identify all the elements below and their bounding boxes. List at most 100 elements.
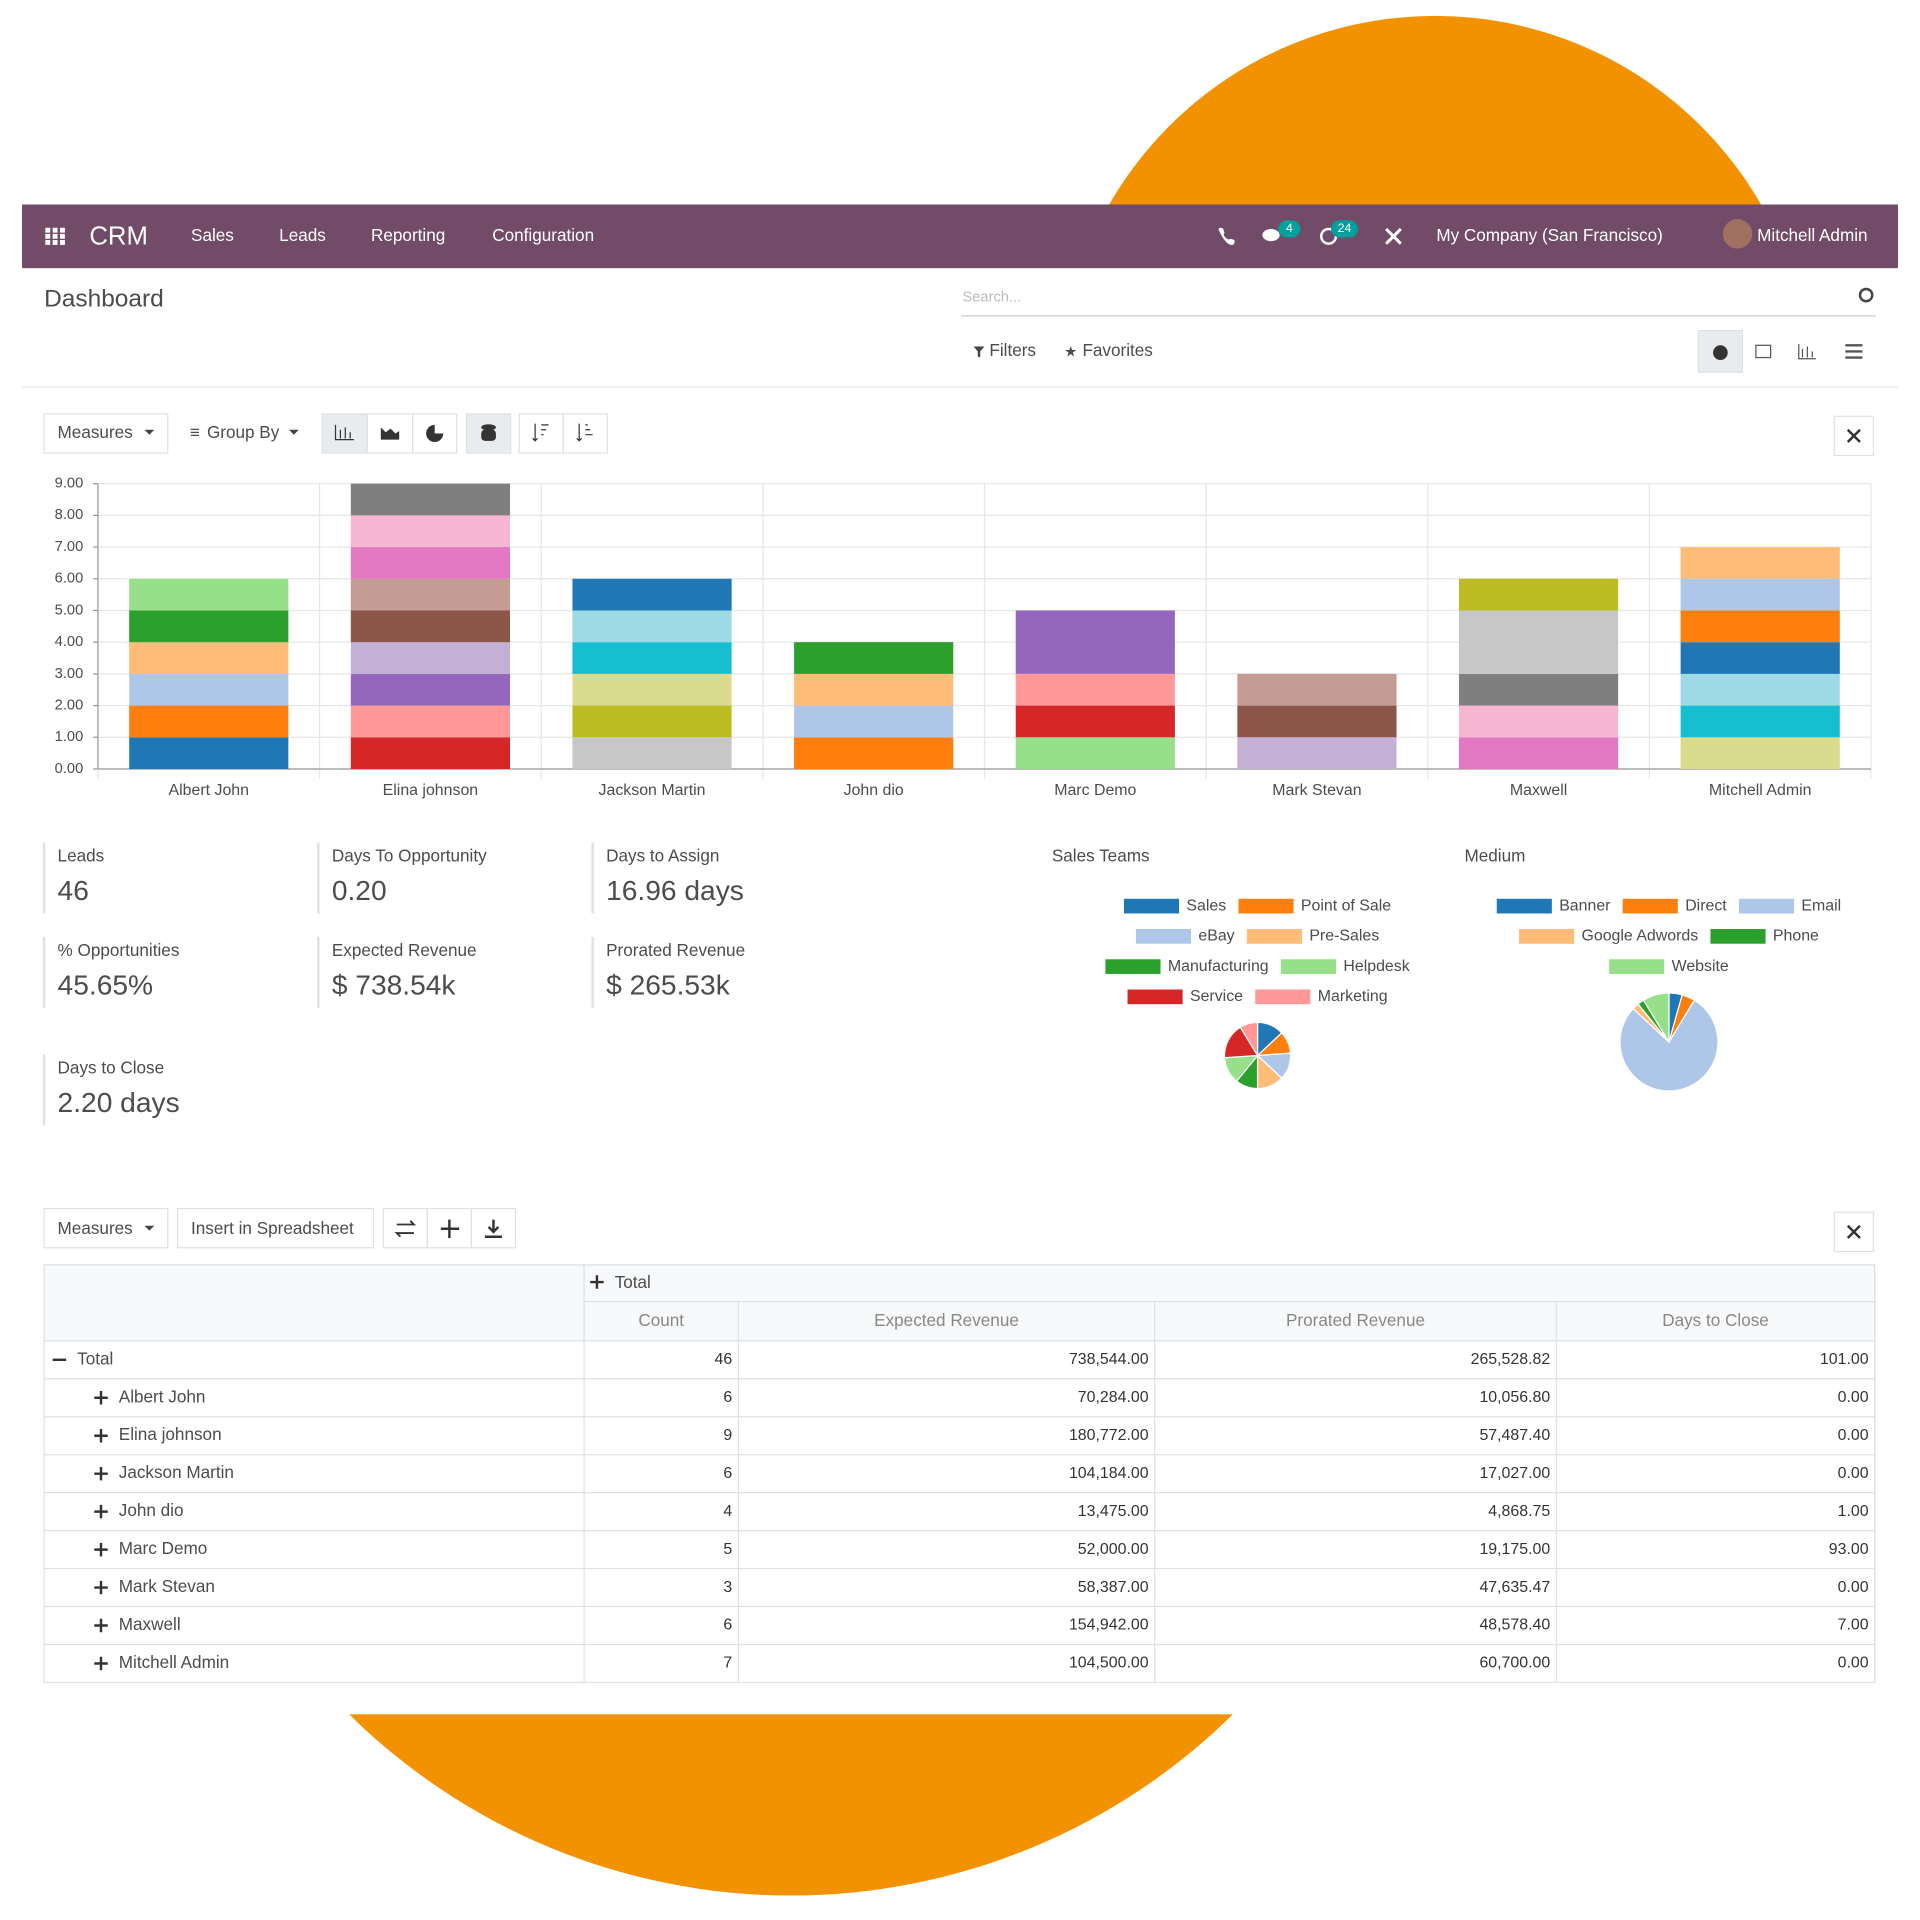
pivot-cell: 13,475.00 xyxy=(1078,1503,1149,1520)
pivot-row-header[interactable]: Mitchell Admin xyxy=(119,1652,229,1672)
bar-mode[interactable] xyxy=(321,413,368,454)
legend-swatch xyxy=(1255,989,1311,1005)
kpi-label: Days To Opportunity xyxy=(332,846,487,866)
menu-item[interactable]: Configuration xyxy=(492,225,594,245)
pivot-row-header[interactable]: Albert John xyxy=(119,1386,206,1406)
pivot-cell: 6 xyxy=(723,1617,732,1634)
group-by-icon: ≡ xyxy=(190,422,200,442)
kpi-label: Expected Revenue xyxy=(332,940,477,960)
app-window xyxy=(22,204,1898,1715)
bar-segment xyxy=(1015,610,1175,674)
bar-segment xyxy=(129,642,289,674)
expand-all-icon xyxy=(440,1219,460,1238)
insert-spreadsheet-label: Insert in Spreadsheet xyxy=(191,1218,354,1238)
x-tick-label: Albert John xyxy=(169,782,249,799)
legend-label: Helpdesk xyxy=(1343,958,1409,975)
legend-label: Banner xyxy=(1559,897,1611,914)
view-pivot[interactable] xyxy=(1755,344,1772,359)
kpi-label: Days to Close xyxy=(58,1058,165,1078)
pivot-column-group[interactable]: Total xyxy=(615,1272,651,1292)
plus-icon xyxy=(590,1275,604,1289)
pivot-row-header[interactable]: Elina johnson xyxy=(119,1424,222,1444)
plus-icon xyxy=(94,1580,108,1595)
pivot-cell: 58,387.00 xyxy=(1078,1579,1149,1596)
bar-segment xyxy=(129,737,289,769)
y-tick-label: 3.00 xyxy=(55,666,84,682)
pivot-cell: 60,700.00 xyxy=(1479,1655,1550,1672)
debug-icon[interactable] xyxy=(1385,227,1402,245)
menu-item[interactable]: Leads xyxy=(279,225,326,245)
pivot-cell: 104,500.00 xyxy=(1069,1655,1149,1672)
y-tick-label: 2.00 xyxy=(55,697,84,713)
pivot-cell: 0.00 xyxy=(1838,1655,1869,1672)
pivot-measures-label: Measures xyxy=(58,1218,133,1238)
legend-swatch xyxy=(1519,929,1575,944)
phone-icon[interactable] xyxy=(1218,227,1235,245)
legend-swatch xyxy=(1123,898,1180,914)
measures-label: Measures xyxy=(58,422,133,442)
pivot-cell: 4,868.75 xyxy=(1488,1503,1550,1520)
menu-item[interactable]: Sales xyxy=(191,225,234,245)
bar-segment xyxy=(350,483,510,516)
pie-panel: Sales Teams Sales Point of Sale eBay Pre-Sal… xyxy=(1052,846,1841,1092)
bar-chart: 0.00 1.00 2.00 3.00 4.00 5.00 6.00 7.00 8.00 9.00… xyxy=(55,476,1872,799)
bar-segment xyxy=(1237,737,1397,769)
company[interactable]: My Company (San Francisco) xyxy=(1436,225,1663,245)
search-input[interactable]: Search... xyxy=(962,289,1021,305)
pivot-cell: 52,000.00 xyxy=(1078,1541,1149,1558)
pivot-row-header[interactable]: Jackson Martin xyxy=(119,1462,234,1482)
y-tick-label: 9.00 xyxy=(55,476,84,492)
caret xyxy=(144,429,155,435)
bar-segment xyxy=(350,673,510,706)
search-icon[interactable] xyxy=(1858,287,1874,303)
sort-asc-icon xyxy=(576,423,593,442)
pivot-row-header[interactable]: Marc Demo xyxy=(119,1538,207,1558)
legend-swatch xyxy=(1238,898,1294,914)
bar-segment xyxy=(572,737,732,769)
bar-segment xyxy=(350,547,510,579)
pivot-row-header[interactable]: John dio xyxy=(119,1500,184,1520)
view-graph[interactable] xyxy=(1798,344,1816,360)
star-icon: ★ xyxy=(1064,345,1077,361)
pivot-cell: 10,056.80 xyxy=(1479,1389,1550,1406)
pivot-row-header[interactable]: Total xyxy=(77,1348,113,1368)
bar-segment xyxy=(572,642,732,674)
bar-segment xyxy=(1015,673,1175,706)
chat-icon[interactable] xyxy=(1262,228,1280,242)
pivot-cell: 104,184.00 xyxy=(1069,1465,1149,1482)
pivot-row-header[interactable]: Maxwell xyxy=(119,1614,181,1634)
y-tick-label: 6.00 xyxy=(55,571,84,587)
kpi-value: 46 xyxy=(58,875,89,906)
bar-segment xyxy=(129,673,289,706)
pivot-cell: 47,635.47 xyxy=(1479,1579,1550,1596)
sort-asc[interactable] xyxy=(562,413,608,454)
avatar[interactable] xyxy=(1722,219,1753,249)
sort-desc[interactable] xyxy=(518,413,564,454)
legend-label: Website xyxy=(1672,958,1729,975)
flip-icon xyxy=(394,1220,417,1238)
favorites-button[interactable]: Favorites xyxy=(1082,340,1152,360)
bar-segment xyxy=(129,610,289,643)
flip-axis-button[interactable] xyxy=(382,1207,428,1249)
filters-button[interactable]: Filters xyxy=(989,340,1036,360)
pivot-row-header[interactable]: Mark Stevan xyxy=(119,1576,215,1596)
view-list[interactable] xyxy=(1845,344,1863,359)
pivot-cell: 154,942.00 xyxy=(1069,1617,1149,1634)
measures-button[interactable] xyxy=(43,413,169,454)
apps-icon[interactable] xyxy=(45,227,65,245)
legend-swatch xyxy=(1609,959,1665,974)
x-tick-label: Maxwell xyxy=(1510,782,1567,799)
plus-icon xyxy=(94,1504,108,1519)
pivot-table: Total Count Expected Revenue Prorated Reven… xyxy=(43,1264,1876,1684)
app-name[interactable]: CRM xyxy=(89,222,148,250)
bar-segment xyxy=(1458,673,1619,706)
group-by-button[interactable]: Group By xyxy=(207,422,280,442)
insert-spreadsheet-button[interactable] xyxy=(176,1207,375,1249)
plus-icon xyxy=(94,1656,108,1671)
legend-swatch xyxy=(1246,929,1302,944)
user-name[interactable]: Mitchell Admin xyxy=(1757,225,1867,245)
legend-swatch xyxy=(1738,898,1795,914)
bar-segment xyxy=(1458,737,1619,769)
menu-item[interactable]: Reporting xyxy=(371,225,445,245)
